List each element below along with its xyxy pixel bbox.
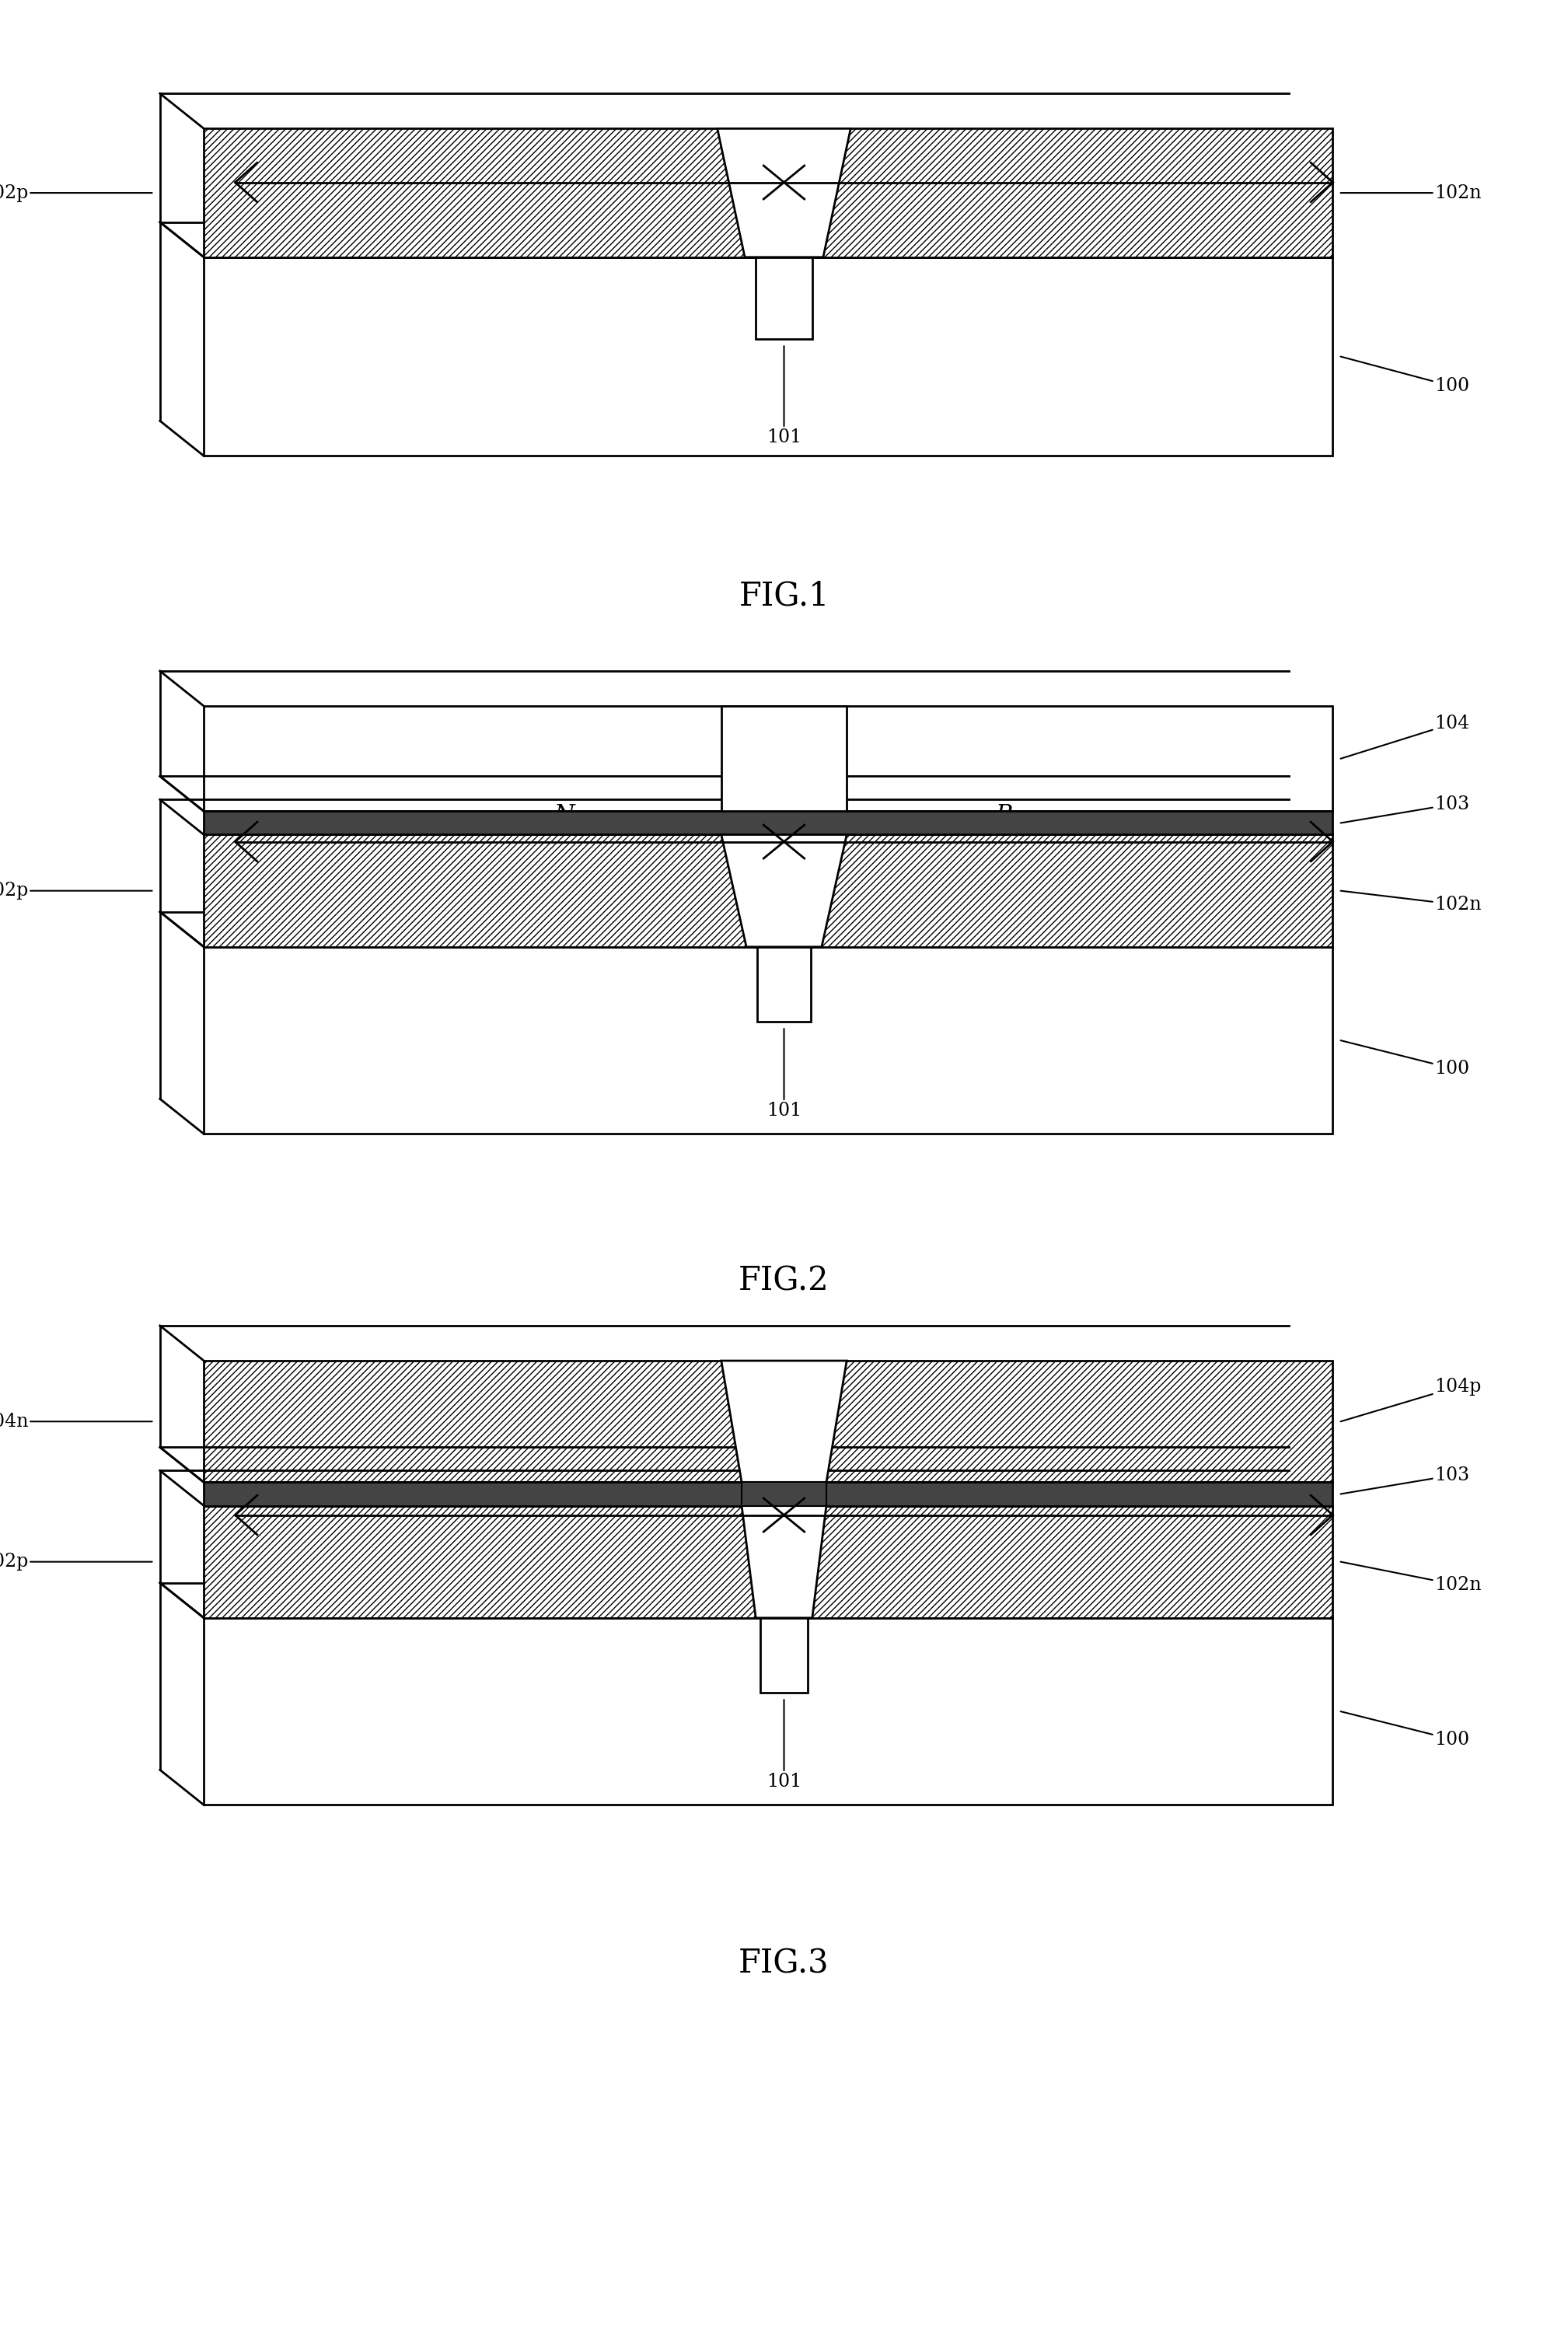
Text: 101: 101 <box>767 346 801 447</box>
Polygon shape <box>721 706 847 811</box>
Text: 102n: 102n <box>1341 1562 1482 1595</box>
Bar <box>204 811 1333 835</box>
Text: 103: 103 <box>1341 1466 1469 1494</box>
Text: FIG.2: FIG.2 <box>739 1265 829 1298</box>
Bar <box>204 1506 1333 1618</box>
Bar <box>742 1482 826 1506</box>
Text: 100: 100 <box>1341 358 1469 395</box>
Polygon shape <box>742 1506 826 1618</box>
Bar <box>204 835 1333 947</box>
Text: N: N <box>554 145 575 168</box>
Text: 102p: 102p <box>0 185 152 201</box>
Bar <box>756 257 812 339</box>
Text: FIG.3: FIG.3 <box>739 1948 829 1980</box>
Bar <box>760 1618 808 1693</box>
Text: 101: 101 <box>767 1029 801 1120</box>
Text: 104: 104 <box>1341 715 1469 758</box>
Text: N: N <box>554 1478 575 1501</box>
Polygon shape <box>718 129 850 257</box>
Bar <box>204 129 1333 257</box>
Text: 101: 101 <box>767 1700 801 1791</box>
Text: 104n: 104n <box>0 1412 152 1431</box>
Text: 104p: 104p <box>1341 1377 1482 1422</box>
Bar <box>204 257 1333 456</box>
Bar <box>204 947 1333 1134</box>
Text: P: P <box>996 804 1011 828</box>
Text: 100: 100 <box>1341 1711 1469 1749</box>
Polygon shape <box>721 835 847 947</box>
Text: 102p: 102p <box>0 1552 152 1571</box>
Text: 102n: 102n <box>1341 891 1482 914</box>
Bar <box>204 1618 1333 1805</box>
Bar <box>757 947 811 1022</box>
Text: 100: 100 <box>1341 1040 1469 1078</box>
Text: N: N <box>554 804 575 828</box>
Text: 102n: 102n <box>1341 185 1482 201</box>
Text: 103: 103 <box>1341 795 1469 823</box>
Text: FIG.1: FIG.1 <box>739 580 829 613</box>
Bar <box>204 1361 1333 1482</box>
Polygon shape <box>721 1361 847 1482</box>
Text: P: P <box>996 1478 1011 1501</box>
Text: P: P <box>996 145 1011 168</box>
Text: 102p: 102p <box>0 881 152 900</box>
Bar <box>204 1482 1333 1506</box>
Bar <box>204 706 1333 811</box>
